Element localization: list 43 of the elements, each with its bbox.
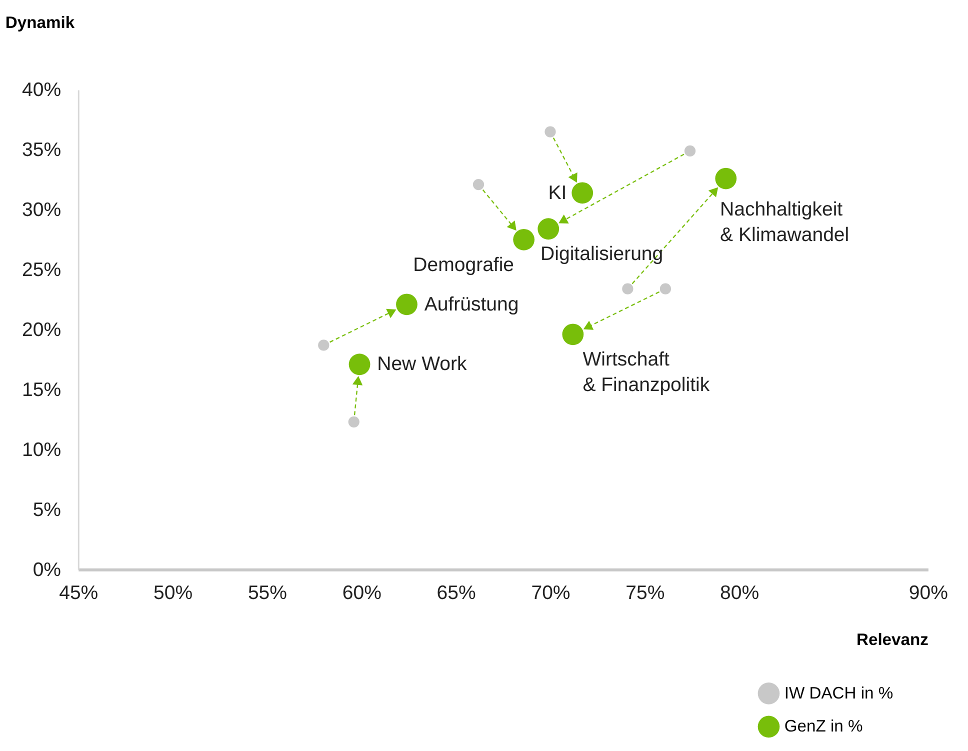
x-axis-title: Relevanz (856, 630, 928, 650)
point (572, 182, 594, 204)
point (544, 126, 556, 138)
annotation: Aufrüstung (424, 293, 519, 316)
point (684, 145, 696, 157)
annotation: Wirtschaft & Finanzpolitik (582, 348, 710, 396)
y-tick-label: 40% (22, 79, 62, 102)
point (318, 340, 330, 351)
x-tick-label: 50% (154, 582, 193, 604)
point (348, 416, 360, 428)
y-axis-title: Dynamik (5, 12, 76, 32)
point (472, 178, 484, 190)
y-tick-label: 0% (32, 558, 62, 581)
y-tick-label: 30% (22, 199, 62, 222)
y-tick-label: 15% (22, 378, 62, 401)
x-tick-label: 60% (342, 582, 382, 604)
x-tick-label: 45% (59, 582, 98, 604)
y-tick-label: 35% (22, 139, 62, 162)
point (538, 218, 560, 240)
y-tick-label: 10% (22, 438, 62, 461)
annotation: KI (548, 182, 567, 204)
point (562, 324, 584, 346)
x-tick-label: 55% (248, 582, 288, 604)
y-tick-label: 20% (22, 318, 62, 341)
y-tick-label: 25% (22, 259, 62, 281)
annotation: Digitalisierung (540, 243, 664, 266)
y-tick-label: 5% (32, 498, 62, 521)
point (513, 229, 535, 250)
point (622, 283, 634, 294)
point (348, 354, 370, 376)
x-tick-label: 75% (626, 582, 665, 604)
annotation: Demografie (413, 254, 514, 276)
x-tick-label: 70% (531, 582, 570, 604)
legend-label: IW DACH in % (784, 683, 894, 702)
point (660, 283, 672, 294)
annotation: New Work (377, 353, 467, 376)
legend-label: GenZ in % (784, 716, 863, 736)
annotation: Nachhaltigkeit & Klimawandel (720, 198, 850, 246)
point (396, 294, 418, 316)
x-tick-label: 65% (436, 582, 476, 604)
point (715, 168, 737, 190)
x-tick-label: 80% (720, 582, 760, 604)
x-tick-label: 90% (908, 582, 948, 604)
